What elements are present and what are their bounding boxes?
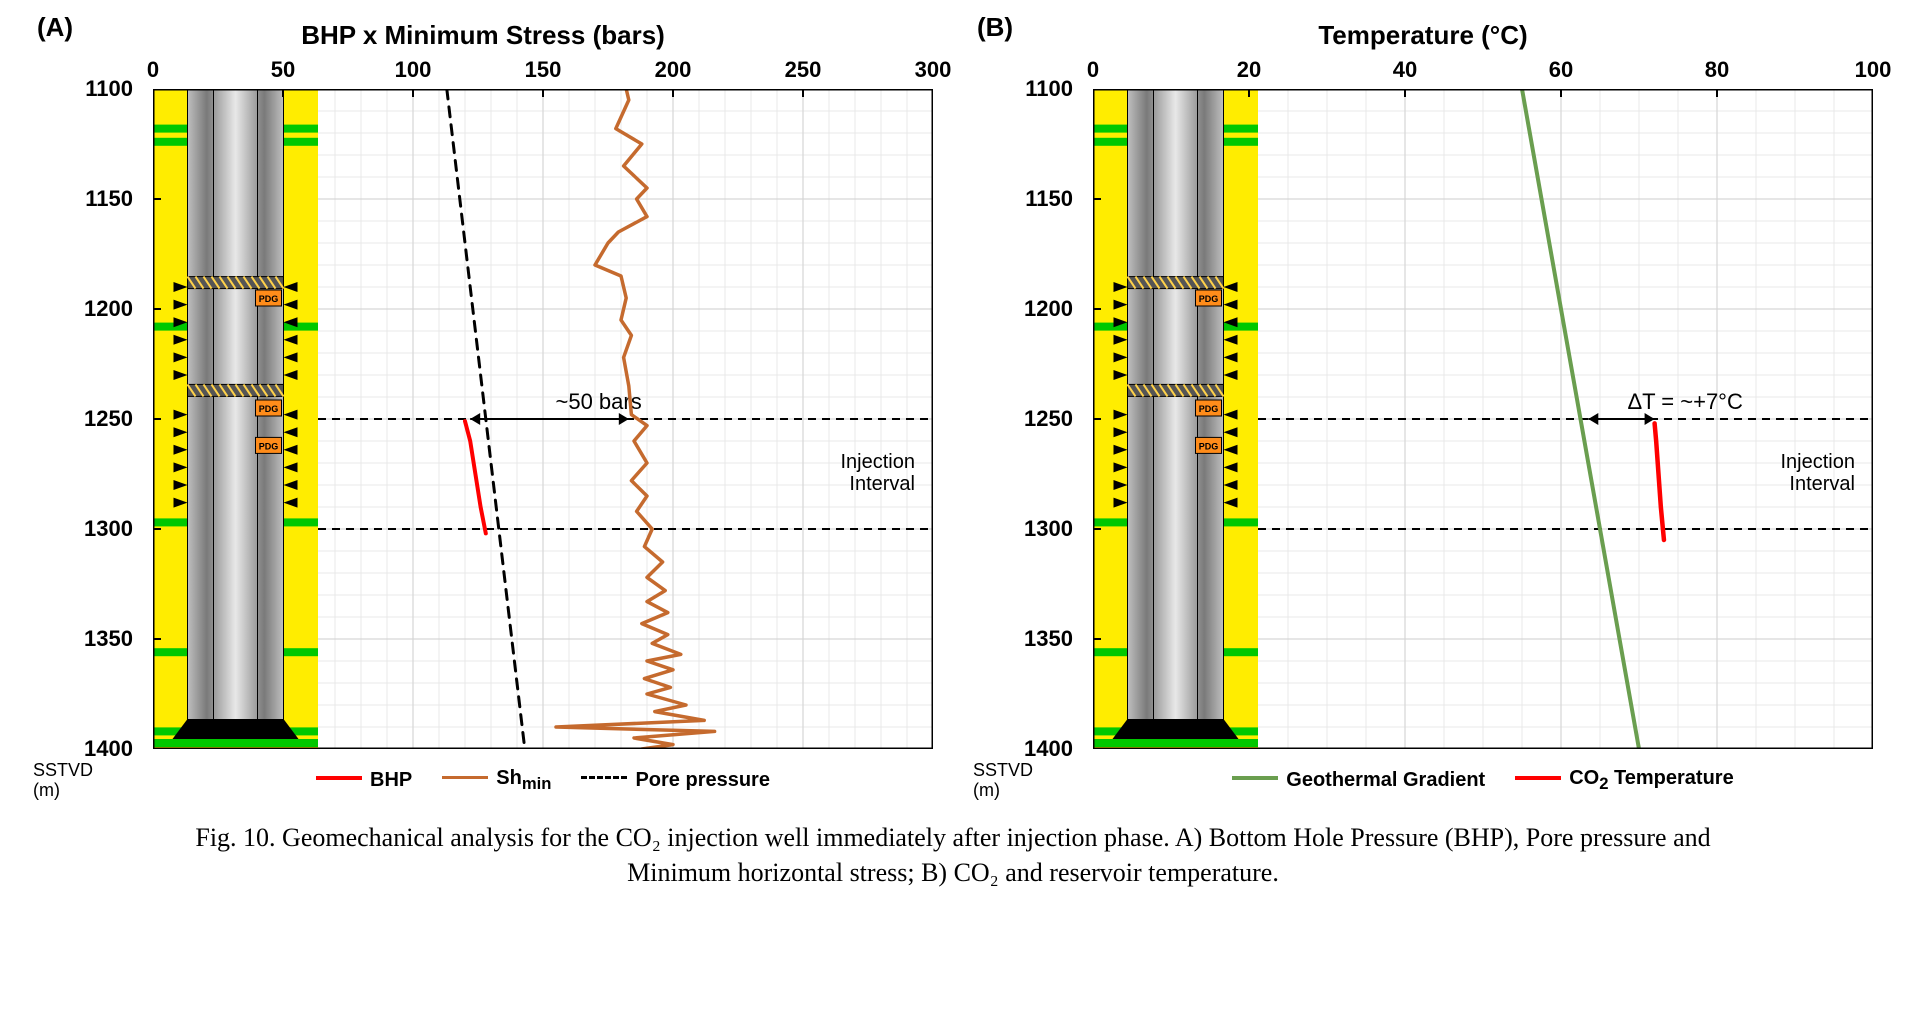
svg-text:PDG: PDG: [259, 441, 279, 451]
panel-b-legend: Geothermal Gradient CO2 Temperature: [1093, 767, 1873, 794]
y-tick: 1350: [84, 626, 133, 652]
y-tick: 1100: [85, 76, 133, 102]
panels-row: (A) BHP x Minimum Stress (bars) 05010015…: [20, 20, 1886, 794]
x-tick: 0: [147, 57, 159, 83]
panel-b-yticks: 1100115012001250130013501400: [973, 89, 1083, 749]
y-tick: 1250: [84, 406, 133, 432]
panel-b-xticks: 020406080100: [1093, 57, 1873, 85]
legend-label: Pore pressure: [635, 769, 770, 792]
legend-label: Geothermal Gradient: [1286, 769, 1485, 792]
legend-label: BHP: [370, 769, 412, 792]
panel-a-letter: (A): [37, 12, 73, 43]
svg-text:InjectionInterval: InjectionInterval: [1781, 451, 1856, 495]
x-tick: 80: [1705, 57, 1729, 83]
legend-entry: BHP: [316, 769, 412, 792]
y-tick: 1100: [1025, 76, 1073, 102]
x-tick: 100: [395, 57, 432, 83]
panel-b-letter: (B): [977, 12, 1013, 43]
svg-text:PDG: PDG: [1199, 404, 1219, 414]
panel-a: (A) BHP x Minimum Stress (bars) 05010015…: [33, 20, 933, 794]
panel-a-title: BHP x Minimum Stress (bars): [33, 20, 933, 51]
x-tick: 0: [1087, 57, 1099, 83]
y-tick: 1400: [84, 736, 133, 762]
y-axis-label: SSTVD(m): [973, 761, 1083, 801]
panel-a-chart-area: 1100115012001250130013501400 PDGPDGPDGIn…: [153, 89, 933, 749]
svg-text:InjectionInterval: InjectionInterval: [841, 451, 916, 495]
y-tick: 1350: [1024, 626, 1073, 652]
panel-b: (B) Temperature (°C) 020406080100 110011…: [973, 20, 1873, 794]
x-tick: 200: [655, 57, 692, 83]
panel-a-xticks: 050100150200250300: [153, 57, 933, 85]
x-tick: 100: [1855, 57, 1892, 83]
y-axis-label: SSTVD(m): [33, 761, 143, 801]
panel-a-legend: BHP Shmin Pore pressure: [153, 767, 933, 794]
x-tick: 50: [271, 57, 295, 83]
caption-line2: Minimum horizontal stress; B) CO₂ and re…: [627, 858, 1279, 887]
legend-entry: Pore pressure: [581, 769, 770, 792]
y-tick: 1300: [84, 516, 133, 542]
x-tick: 20: [1237, 57, 1261, 83]
svg-text:PDG: PDG: [1199, 294, 1219, 304]
svg-text:PDG: PDG: [259, 404, 279, 414]
y-tick: 1400: [1024, 736, 1073, 762]
y-tick: 1200: [84, 296, 133, 322]
x-tick: 40: [1393, 57, 1417, 83]
legend-label: Shmin: [496, 767, 551, 794]
caption-line1: Fig. 10. Geomechanical analysis for the …: [195, 823, 1710, 852]
y-tick: 1300: [1024, 516, 1073, 542]
svg-text:PDG: PDG: [259, 294, 279, 304]
x-tick: 250: [785, 57, 822, 83]
x-tick: 150: [525, 57, 562, 83]
figure-caption: Fig. 10. Geomechanical analysis for the …: [20, 820, 1886, 890]
legend-entry: Geothermal Gradient: [1232, 769, 1485, 792]
y-tick: 1200: [1024, 296, 1073, 322]
panel-b-chart-area: 1100115012001250130013501400 PDGPDGPDGIn…: [1093, 89, 1873, 749]
figure: (A) BHP x Minimum Stress (bars) 05010015…: [20, 20, 1886, 890]
svg-text:ΔT = ~+7°C: ΔT = ~+7°C: [1627, 389, 1743, 414]
y-tick: 1150: [1025, 186, 1073, 212]
panel-a-yticks: 1100115012001250130013501400: [33, 89, 143, 749]
legend-entry: CO2 Temperature: [1515, 767, 1734, 794]
panel-a-svg: PDGPDGPDGInjectionInterval~50 bars: [153, 89, 933, 749]
y-tick: 1250: [1024, 406, 1073, 432]
x-tick: 60: [1549, 57, 1573, 83]
y-tick: 1150: [85, 186, 133, 212]
x-tick: 300: [915, 57, 952, 83]
svg-text:PDG: PDG: [1199, 441, 1219, 451]
panel-b-svg: PDG PDG PDG InjectionInterval ΔT = ~+7°C: [1093, 89, 1873, 749]
panel-b-title: Temperature (°C): [973, 20, 1873, 51]
legend-entry: Shmin: [442, 767, 551, 794]
legend-label: CO2 Temperature: [1569, 767, 1734, 794]
